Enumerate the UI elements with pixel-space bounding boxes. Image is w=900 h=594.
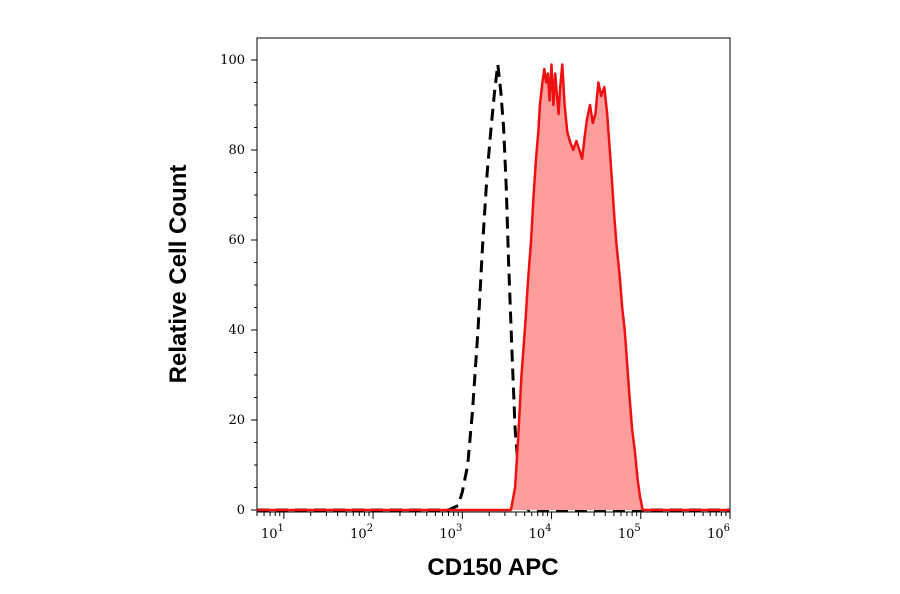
x-tick-label: 101 xyxy=(261,523,284,542)
x-tick-label: 106 xyxy=(707,523,730,542)
y-axis: 0 20 40 60 80 100 xyxy=(220,53,257,518)
y-tick-label: 0 xyxy=(237,503,245,518)
series-0-line xyxy=(257,63,730,512)
x-tick-label: 103 xyxy=(439,523,462,542)
y-tick-label: 20 xyxy=(228,413,245,428)
series-layer xyxy=(257,63,730,512)
x-tick-label: 104 xyxy=(529,523,552,542)
x-axis: 101 102 103 104 105 106 xyxy=(256,512,731,542)
series-1-line xyxy=(257,63,730,512)
y-axis-title: Relative Cell Count xyxy=(165,165,192,384)
y-tick-label: 40 xyxy=(228,323,245,338)
x-tick-label: 105 xyxy=(618,523,641,542)
y-tick-label: 100 xyxy=(220,53,245,68)
y-tick-label: 60 xyxy=(228,233,245,248)
x-axis-title: CD150 APC xyxy=(427,554,558,581)
series-1-fill xyxy=(257,64,730,510)
x-tick-label: 102 xyxy=(350,523,373,542)
plot-frame xyxy=(256,37,731,513)
y-tick-label: 80 xyxy=(228,143,245,158)
